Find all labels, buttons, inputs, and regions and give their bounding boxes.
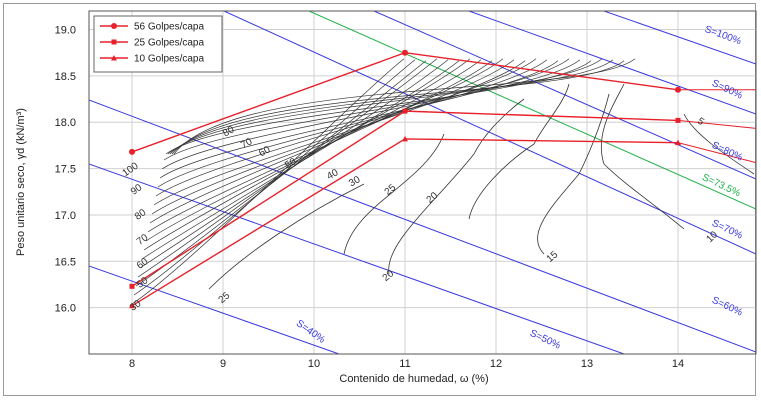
y-axis-title: Peso unitario seco, γd (kN/m³): [15, 108, 27, 256]
contour-line: [145, 59, 482, 242]
y-axis-ticks: 16.0 16.5 17.0 17.5 18.0 18.5 19.0: [55, 25, 76, 315]
contour-label: 30: [347, 174, 363, 189]
legend-marker: [111, 23, 117, 29]
saturation-line: [308, 11, 756, 210]
contour-line: [149, 58, 504, 224]
y-tick-label: 17.5: [55, 164, 76, 176]
contour-label: 80: [221, 124, 237, 139]
x-tick-label: 14: [672, 358, 684, 370]
x-tick-label: 10: [308, 358, 320, 370]
data-point: [129, 148, 135, 155]
saturation-line: [603, 11, 756, 65]
legend-label: 25 Golpes/capa: [134, 38, 204, 49]
contour-label: 25: [383, 182, 399, 198]
contour-line: [173, 58, 636, 155]
data-point: [402, 135, 408, 142]
y-tick-label: 18.5: [55, 71, 76, 83]
contour-line: [600, 83, 685, 230]
plot-area-border: [88, 10, 757, 355]
x-tick-label: 11: [399, 358, 410, 370]
compaction-curves: [129, 49, 756, 309]
saturation-label: S=80%: [710, 140, 744, 164]
saturation-label: S=50%: [528, 328, 562, 352]
contour-line: [155, 58, 537, 197]
contour-label: 90: [129, 182, 145, 198]
contour-line: [537, 93, 610, 255]
data-point: [129, 283, 135, 289]
saturation-line: [89, 265, 340, 354]
contour-line: [171, 60, 625, 155]
contour-line: [343, 133, 445, 255]
compaction-curve-extension: [677, 142, 756, 164]
contour-line: [388, 98, 525, 275]
contour-label: 60: [257, 144, 273, 159]
contour-label: 20: [425, 190, 441, 206]
contour-line: [683, 113, 755, 175]
x-tick-label: 8: [129, 358, 135, 370]
y-tick-label: 16.5: [55, 256, 76, 268]
legend-marker: [111, 55, 117, 61]
contour-label: 80: [133, 207, 149, 223]
contour-line: [147, 60, 493, 233]
legend: 56 Golpes/capa 25 Golpes/capa 10 Golpes/ca…: [93, 15, 223, 73]
legend-label: 10 Golpes/capa: [134, 54, 204, 65]
contour-line: [151, 59, 515, 215]
contour-label: 20: [381, 268, 397, 284]
strength-contours: [131, 58, 755, 305]
compaction-curve-extension: [677, 119, 756, 129]
data-point: [675, 117, 681, 123]
contour-label: 15: [545, 249, 561, 265]
data-point: [675, 139, 681, 146]
contour-label: 5: [695, 116, 706, 128]
saturation-label: S=100%: [703, 24, 743, 47]
data-point: [402, 108, 408, 114]
x-axis-title: Contenido de humedad, ω (%): [339, 373, 488, 385]
saturation-line: [89, 99, 756, 353]
contour-line: [161, 58, 570, 170]
x-axis-ticks: 89101112131415: [129, 358, 684, 370]
contour-line: [468, 83, 570, 220]
chart-frame: 100 90 80 70 60 50 30 80 70 60 50 40 30 25 20 20 15 10 5 25…: [3, 3, 757, 396]
y-tick-label: 17.0: [55, 210, 76, 222]
contour-line: [208, 183, 365, 290]
contour-label: 70: [135, 232, 151, 248]
legend-marker: [111, 39, 117, 45]
saturation-label: S=40%: [294, 318, 327, 346]
contour-label: 60: [135, 256, 151, 272]
saturation-labels: S=100%S=90%S=80%S=73.5%S=70%S=60%S=50%S=…: [294, 24, 744, 352]
x-tick-label: 12: [490, 358, 502, 370]
y-tick-label: 19.0: [55, 25, 76, 37]
data-point: [675, 86, 681, 93]
contour-line: [159, 60, 559, 179]
data-point: [129, 302, 135, 309]
grid-lines: [89, 11, 756, 354]
saturation-line: [468, 11, 756, 115]
contour-label: 70: [239, 136, 255, 151]
legend-label: 56 Golpes/capa: [134, 22, 204, 33]
saturation-label: S=73.5%: [700, 172, 742, 199]
contour-line: [153, 60, 526, 206]
saturation-line: [89, 163, 625, 354]
data-point: [402, 49, 408, 56]
contour-line: [143, 58, 471, 251]
x-tick-label: 13: [581, 358, 593, 370]
y-tick-label: 16.0: [55, 303, 76, 315]
contour-line: [157, 59, 548, 188]
contour-line: [169, 59, 614, 155]
contour-label: 25: [217, 290, 233, 306]
contour-line: [163, 59, 581, 161]
contour-line: [141, 60, 460, 260]
saturation-label: S=60%: [710, 295, 744, 319]
saturation-line: [223, 11, 756, 255]
x-tick-label: 9: [220, 358, 226, 370]
contour-line: [167, 58, 603, 155]
contour-label: 40: [325, 167, 341, 182]
contour-line: [135, 60, 427, 287]
y-tick-label: 18.0: [55, 117, 76, 129]
saturation-label: S=90%: [710, 78, 744, 102]
contour-label: 50: [283, 156, 299, 171]
